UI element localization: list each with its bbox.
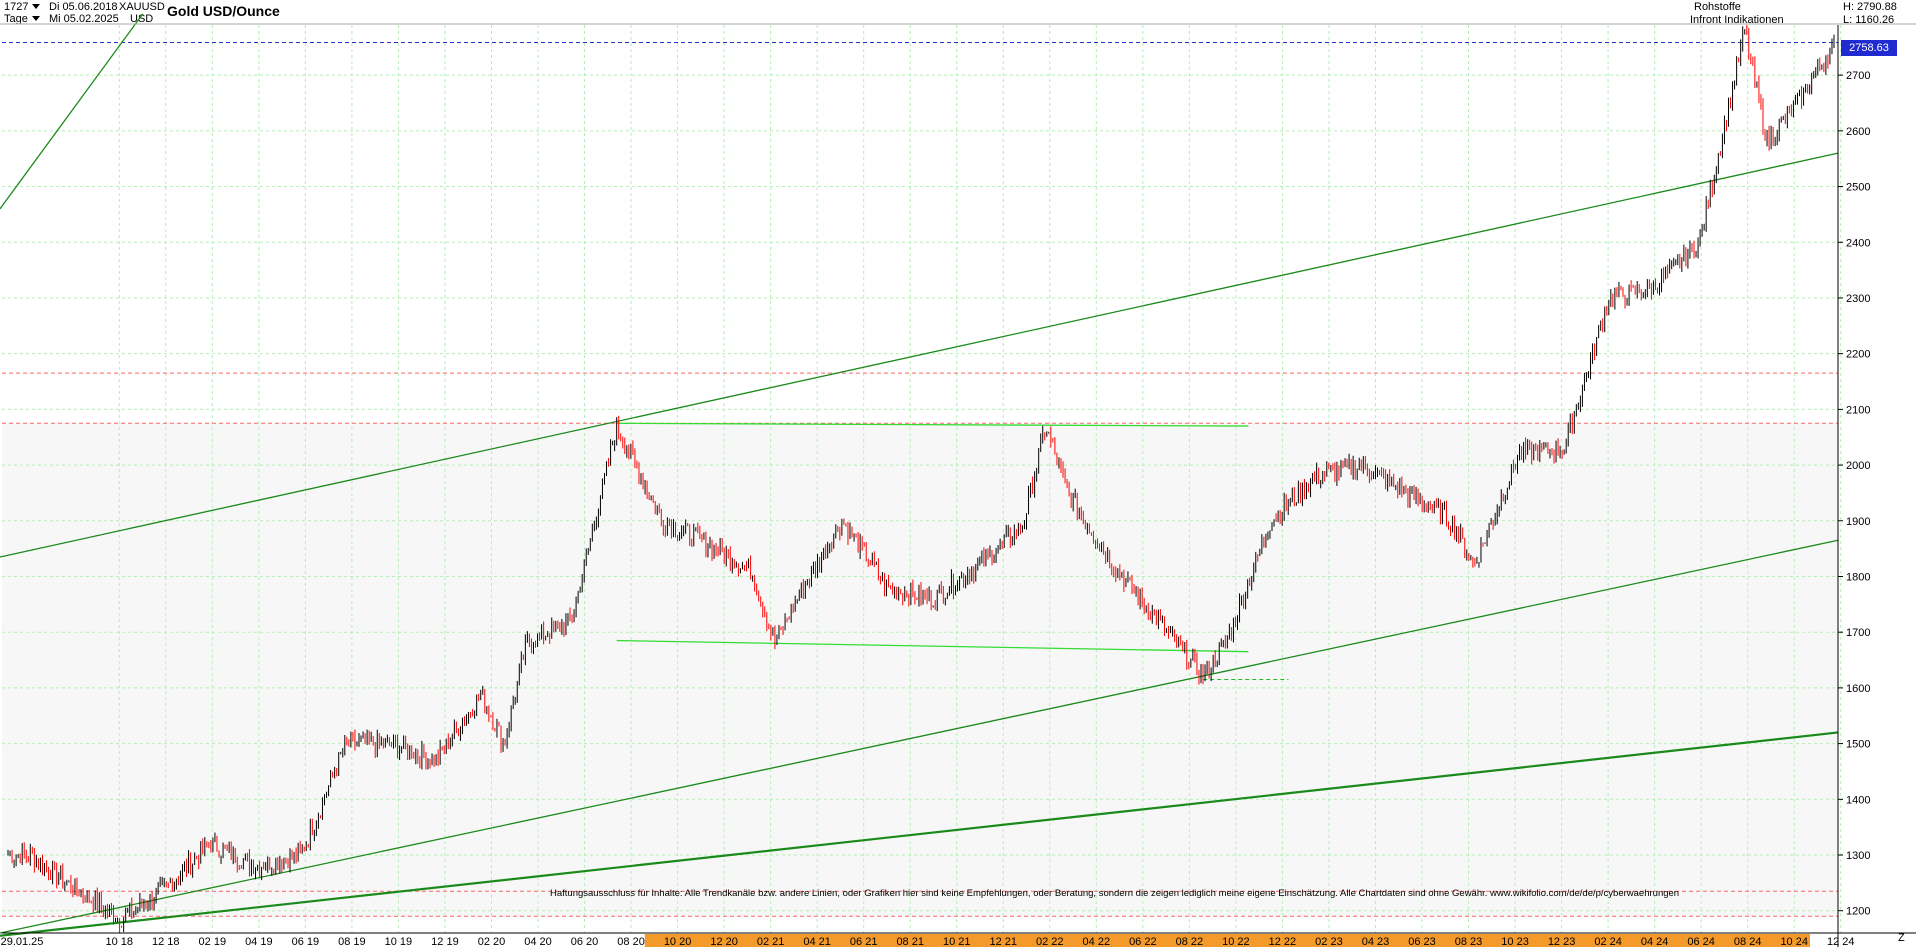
channel-trend-line: [0, 152, 1839, 558]
x-tick-label: 08 21: [896, 936, 924, 948]
date-end: Mi 05.02.2025: [49, 13, 119, 25]
symbol-code: XAUUSD: [119, 1, 165, 13]
x-tick-label: 08 24: [1734, 936, 1762, 948]
x-tick-label: 06 21: [850, 936, 878, 948]
y-tick-label: 2500: [1846, 182, 1870, 194]
date-start: Di 05.06.2018: [49, 1, 118, 13]
bar-count-selector[interactable]: 1727: [4, 1, 44, 14]
period-label: Tage: [4, 13, 28, 25]
low-value: L: 1160.26: [1843, 14, 1895, 26]
y-tick-label: 1200: [1846, 906, 1870, 918]
x-tick-label: 10 21: [943, 936, 971, 948]
x-tick-label: 04 19: [245, 936, 273, 948]
axis-highlight-band: [644, 934, 1811, 947]
x-tick-label: 10 22: [1222, 936, 1250, 948]
y-tick-label: 2700: [1846, 70, 1870, 82]
dropdown-arrow-icon[interactable]: [32, 4, 41, 10]
x-tick-label: 06 23: [1408, 936, 1436, 948]
y-tick-label: 1900: [1846, 516, 1870, 528]
high-value: H: 2790.88: [1843, 1, 1897, 13]
x-tick-label: 02 21: [757, 936, 785, 948]
bar-count: 1727: [4, 1, 29, 13]
x-tick-label: 04 24: [1641, 936, 1669, 948]
x-tick-label: 02 19: [199, 936, 227, 948]
x-tick-label: 04 22: [1083, 936, 1111, 948]
x-tick-label: 12 20: [710, 936, 738, 948]
x-tick-label: 12 21: [989, 936, 1017, 948]
x-tick-label: 02 24: [1594, 936, 1622, 948]
y-tick-label: 1400: [1846, 794, 1870, 806]
source-label: Infront Indikationen: [1690, 14, 1784, 26]
zoom-button[interactable]: Z: [1898, 932, 1905, 944]
x-tick-label: 12 19: [431, 936, 459, 948]
x-tick-label: 02 22: [1036, 936, 1064, 948]
disclaimer-text: Haftungsausschluss für Inhalte: Alle Tre…: [550, 888, 1680, 899]
y-tick-label: 1700: [1846, 627, 1870, 639]
period-selector[interactable]: Tage: [4, 13, 44, 26]
x-tick-label: 06 22: [1129, 936, 1157, 948]
x-tick-label: 06 20: [571, 936, 599, 948]
y-tick-label: 1500: [1846, 739, 1870, 751]
y-tick-label: 2300: [1846, 293, 1870, 305]
x-tick-label: 29.01.25: [1, 936, 44, 948]
y-tick-label: 2200: [1846, 349, 1870, 361]
x-tick-label: 08 23: [1455, 936, 1483, 948]
y-tick-label: 2600: [1846, 126, 1870, 138]
x-tick-label: 12 18: [152, 936, 180, 948]
x-tick-label: 10 18: [105, 936, 133, 948]
x-tick-label: 08 19: [338, 936, 366, 948]
x-tick-label: 10 20: [664, 936, 692, 948]
channel-trend-line: [0, 13, 144, 210]
x-tick-label: 04 23: [1362, 936, 1390, 948]
channel-trend-line: [0, 539, 1839, 934]
x-tick-label: 08 22: [1176, 936, 1204, 948]
y-tick-label: 2000: [1846, 460, 1870, 472]
category-label: Rohstoffe: [1694, 1, 1741, 13]
y-tick-label: 1600: [1846, 683, 1870, 695]
x-tick-label: 06 24: [1687, 936, 1715, 948]
x-tick-label: 06 19: [292, 936, 320, 948]
x-tick-label: 10 23: [1501, 936, 1529, 948]
x-tick-label: 12 22: [1269, 936, 1297, 948]
x-tick-label: 04 20: [524, 936, 552, 948]
x-tick-label: 04 21: [803, 936, 831, 948]
y-tick-label: 1800: [1846, 571, 1870, 583]
channel-trend-line: [0, 731, 1839, 937]
x-tick-label: 02 20: [478, 936, 506, 948]
x-tick-label: 02 23: [1315, 936, 1343, 948]
y-tick-label: 2100: [1846, 404, 1870, 416]
x-tick-label: 12 24: [1827, 936, 1855, 948]
dropdown-arrow-icon[interactable]: [31, 16, 40, 22]
channel-shade: [2, 423, 1838, 917]
y-tick-label: 1300: [1846, 850, 1870, 862]
y-tick-label: 2400: [1846, 237, 1870, 249]
x-tick-label: 10 24: [1780, 936, 1808, 948]
chart-title: Gold USD/Ounce: [167, 3, 280, 19]
currency-code: USD: [130, 13, 154, 25]
horizontal-trend-line: [616, 422, 1249, 427]
x-tick-label: 10 19: [385, 936, 413, 948]
x-tick-label: 08 20: [617, 936, 645, 948]
x-tick-label: 12 23: [1548, 936, 1576, 948]
last-price-badge: 2758.63: [1841, 40, 1897, 56]
horizontal-trend-line: [616, 639, 1249, 653]
